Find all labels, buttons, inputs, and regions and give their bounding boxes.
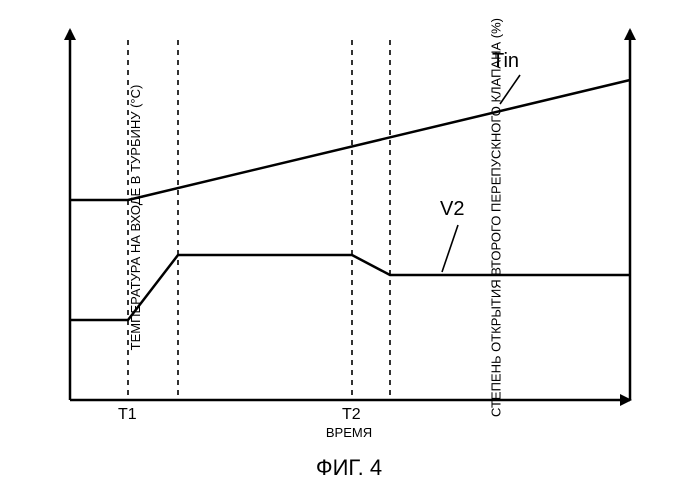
- y-right-axis-label: СТЕПЕНЬ ОТКРЫТИЯ ВТОРОГО ПЕРЕПУСКНОГО КЛ…: [489, 18, 504, 417]
- figure-container: ТЕМПЕРАТУРА НА ВХОДЕ В ТУРБИНУ (°C) СТЕП…: [0, 0, 698, 500]
- series-label-tin: Tin: [492, 50, 519, 73]
- x-tick-t2: T2: [342, 406, 361, 424]
- x-axis-label: ВРЕМЯ: [0, 425, 698, 440]
- y-left-axis-label: ТЕМПЕРАТУРА НА ВХОДЕ В ТУРБИНУ (°C): [128, 85, 143, 351]
- x-tick-t1: T1: [118, 406, 137, 424]
- series-label-v2: V2: [440, 198, 464, 221]
- figure-caption: ФИГ. 4: [0, 455, 698, 481]
